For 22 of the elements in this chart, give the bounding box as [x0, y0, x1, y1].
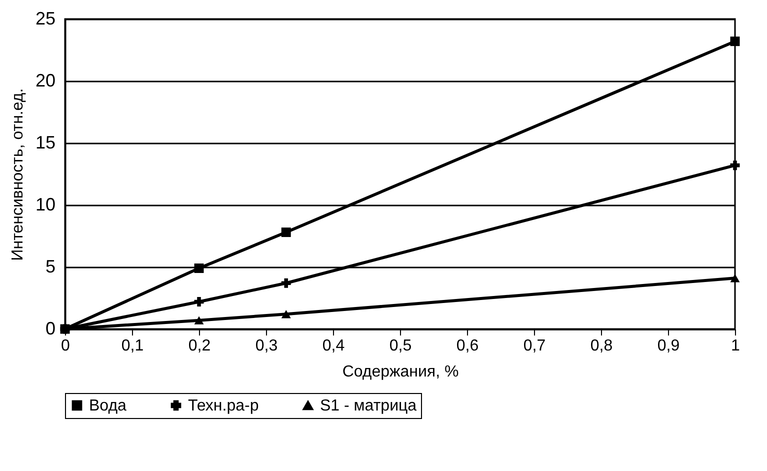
x-tick-label: 0,1	[121, 338, 144, 354]
y-tick-label: 5	[45, 256, 56, 276]
y-axis-title: Интенсивность, отн.ед.	[9, 88, 26, 261]
x-tick-label: 0,5	[389, 338, 412, 354]
legend-label: Вода	[89, 397, 127, 414]
x-tick-label: 0	[61, 338, 70, 354]
x-axis-title: Содержания, %	[342, 364, 459, 380]
x-tick-label: 0,7	[523, 338, 546, 354]
x-tick-label: 0,3	[255, 338, 278, 354]
x-tick-label: 0,6	[456, 338, 479, 354]
x-tick-label: 0,4	[322, 338, 345, 354]
x-tick-label: 0,9	[657, 338, 680, 354]
x-tick-label: 0,2	[188, 338, 211, 354]
y-tick-label: 0	[45, 318, 56, 338]
legend-label: Техн.ра-р	[188, 397, 259, 414]
x-tick-label: 1	[731, 338, 740, 354]
y-tick-label: 25	[35, 8, 56, 28]
x-tick-label: 0,8	[590, 338, 613, 354]
y-tick-label: 15	[35, 132, 56, 152]
y-tick-label: 20	[35, 70, 56, 90]
y-tick-label: 10	[35, 194, 56, 214]
legend-label: S1 - матрица	[320, 398, 417, 414]
